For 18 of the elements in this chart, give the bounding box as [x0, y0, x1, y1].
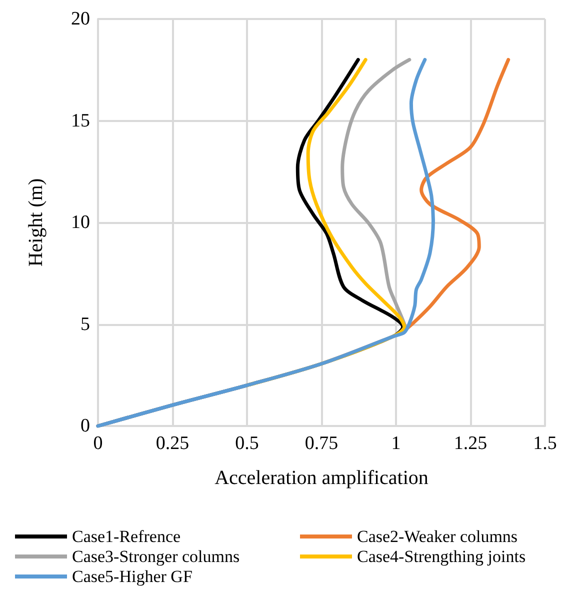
- x-tick-label: 0.5: [235, 433, 259, 454]
- x-tick-label: 1: [391, 433, 401, 454]
- legend-label: Case3-Stronger columns: [72, 547, 240, 566]
- y-axis-title: Height (m): [25, 178, 47, 267]
- x-tick-label: 0.75: [304, 433, 338, 454]
- y-tick-label: 20: [71, 8, 90, 30]
- x-tick-label: 0.25: [156, 433, 190, 454]
- x-axis-title: Acceleration amplification: [214, 467, 428, 489]
- x-tick-label: 1.5: [533, 433, 557, 454]
- legend-label: Case1-Refrence: [72, 527, 181, 546]
- x-tick-label: 1.25: [454, 433, 488, 454]
- y-tick-label: 15: [71, 110, 90, 132]
- y-tick-label: 5: [80, 314, 90, 335]
- legend-label: Case5-Higher GF: [72, 567, 192, 586]
- y-tick-label: 0: [80, 416, 90, 436]
- y-tick-label: 10: [71, 212, 90, 233]
- legend-label: Case4-Strengthing joints: [357, 547, 526, 566]
- legend-label: Case2-Weaker columns: [357, 527, 518, 546]
